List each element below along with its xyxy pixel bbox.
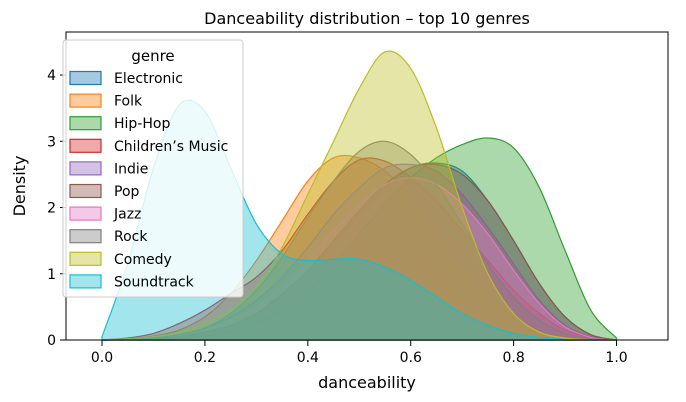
legend-swatch-electronic [69, 70, 102, 86]
x-tick-label: 0.6 [400, 350, 422, 366]
y-tick-label: 3 [47, 134, 56, 150]
x-tick-label: 0.4 [297, 350, 319, 366]
x-tick-label: 0.2 [194, 350, 216, 366]
y-tick-label: 2 [47, 201, 56, 217]
legend-label-jazz: Jazz [113, 207, 141, 223]
density-area-hip-hop [101, 137, 618, 341]
legend-swatch-rock [69, 229, 102, 244]
legend-label-hip-hop: Hip-Hop [114, 116, 170, 132]
legend-label-electronic: Electronic [114, 71, 183, 87]
x-tick-label: 0.0 [91, 350, 113, 366]
legend-swatch-pop [69, 183, 102, 199]
density-area-rock [101, 140, 617, 341]
legend-label-comedy: Comedy [114, 252, 172, 268]
legend-swatch-indie [69, 161, 102, 176]
y-tick-label: 4 [47, 68, 56, 84]
legend-title: genre [131, 47, 174, 65]
legend-swatch-hip-hop [69, 116, 102, 131]
legend-swatch-children-s-music [69, 138, 102, 153]
legend-swatch-folk [69, 93, 102, 108]
legend-swatch-comedy [69, 251, 102, 266]
legend-label-indie: Indie [114, 161, 148, 177]
y-tick-label: 1 [47, 267, 56, 283]
legend-label-soundtrack: Soundtrack [114, 274, 195, 290]
x-axis-ticks: 0.0 0.2 0.4 0.6 0.8 1.0 [91, 340, 628, 366]
legend-label-children-s-music: Children’s Music [114, 139, 228, 155]
legend-box [62, 39, 244, 298]
legend-swatch-soundtrack [69, 274, 102, 289]
legend: genre Electronic Folk Hip-Hop Children’s Mu… [62, 39, 244, 298]
chart-title: Danceability distribution – top 10 genre… [204, 9, 530, 28]
x-tick-label: 1.0 [605, 350, 627, 366]
y-axis-label: Density [10, 156, 29, 217]
x-axis-label: danceability [318, 373, 416, 392]
legend-label-rock: Rock [114, 229, 148, 245]
density-area-comedy [101, 50, 617, 341]
legend-label-folk: Folk [114, 94, 143, 110]
legend-label-pop: Pop [114, 184, 140, 200]
y-tick-label: 0 [47, 333, 56, 349]
x-tick-label: 0.8 [503, 350, 525, 366]
legend-swatch-jazz [69, 206, 102, 221]
density-area-pop [101, 163, 617, 341]
